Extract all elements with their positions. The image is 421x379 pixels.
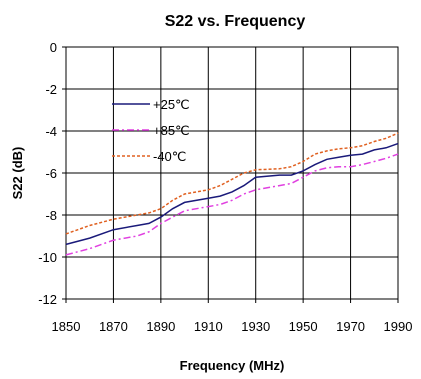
series-layer (65, 132, 399, 256)
y-axis: 0 -2 -4 -6 -8 -10 -12 (38, 40, 66, 307)
x-tick-label: 1870 (99, 319, 128, 334)
x-tick-label: 1970 (336, 319, 365, 334)
y-tick-label: 0 (50, 40, 57, 55)
legend-label-0: +25℃ (153, 97, 190, 112)
x-axis: 1850 1870 1890 1910 1930 1950 1970 1990 (52, 299, 413, 334)
legend-label-1: +85℃ (153, 123, 190, 138)
series-line-1 (65, 153, 399, 256)
y-tick-label: -2 (45, 82, 57, 97)
x-tick-label: 1990 (384, 319, 413, 334)
y-tick-label: -12 (38, 292, 57, 307)
y-tick-label: -4 (45, 124, 57, 139)
y-tick-label: -8 (45, 208, 57, 223)
y-tick-label: -10 (38, 250, 57, 265)
x-tick-label: 1910 (194, 319, 223, 334)
y-axis-label: S22 (dB) (10, 147, 25, 200)
x-axis-label: Frequency (MHz) (180, 358, 285, 373)
series-line-2 (65, 132, 399, 235)
series-line-0 (65, 142, 399, 246)
grid (66, 47, 398, 299)
x-tick-label: 1890 (146, 319, 175, 334)
legend-label-2: -40℃ (153, 149, 186, 164)
x-tick-label: 1930 (241, 319, 270, 334)
chart-title: S22 vs. Frequency (165, 13, 306, 30)
x-tick-label: 1950 (289, 319, 318, 334)
x-tick-label: 1850 (52, 319, 81, 334)
y-tick-label: -6 (45, 166, 57, 181)
legend: +25℃ +85℃ -40℃ (112, 97, 190, 164)
